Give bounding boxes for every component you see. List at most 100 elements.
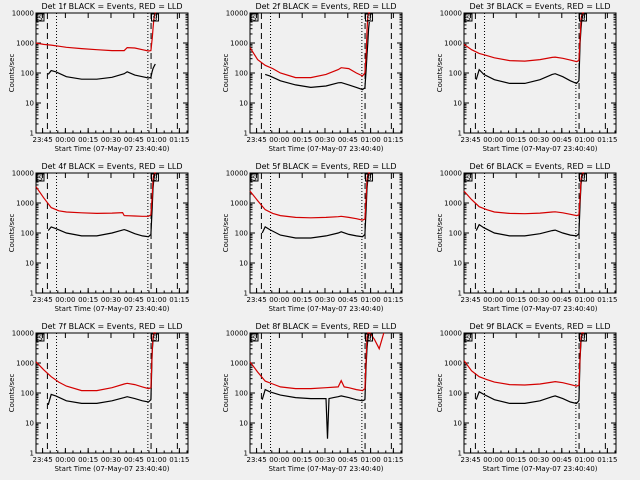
plot-frame (249, 172, 403, 294)
x-tick-label: 01:15 (169, 296, 189, 304)
x-axis-label: Start Time (07-May-07 23:40:40) (482, 465, 597, 473)
x-axis-label: Start Time (07-May-07 23:40:40) (54, 145, 169, 153)
y-tick-label: 1 (30, 450, 34, 458)
segment-marker-box (151, 13, 160, 22)
segment-marker-label: S (466, 335, 471, 343)
x-tick-label: 00:00 (269, 456, 289, 464)
plot-frame (463, 172, 617, 294)
plot-frame (463, 332, 617, 454)
y-tick-label: 10 (25, 420, 34, 428)
x-tick-label: 01:15 (383, 136, 403, 144)
segment-marker-box (151, 333, 160, 342)
y-tick-label: 10000 (226, 10, 248, 18)
x-tick-label: 00:30 (529, 296, 549, 304)
segment-marker-box (36, 13, 45, 22)
y-tick-label: 1000 (230, 200, 248, 208)
y-tick-label: 100 (449, 230, 462, 238)
y-tick-label: 10 (453, 260, 462, 268)
segment-marker-box (250, 173, 259, 182)
x-tick-label: 00:00 (483, 136, 503, 144)
y-tick-label: 1 (458, 290, 462, 298)
series-line-events (475, 332, 584, 405)
y-tick-label: 1000 (230, 360, 248, 368)
panel-title: Det 4f BLACK = Events, RED = LLD (41, 162, 182, 171)
panel-title: Det 2f BLACK = Events, RED = LLD (255, 2, 396, 11)
segment-marker-box (365, 333, 374, 342)
x-tick-label: 00:15 (78, 296, 98, 304)
series-line-events (261, 172, 370, 239)
segment-marker-box (464, 173, 473, 182)
x-tick-label: 00:15 (506, 136, 526, 144)
detector-panel: Det 3f BLACK = Events, RED = LLD 1 10 100 10… (436, 2, 617, 153)
x-tick-label: 01:00 (146, 136, 166, 144)
x-tick-label: 23:45 (246, 136, 266, 144)
segment-marker-box (151, 173, 160, 182)
x-tick-label: 01:00 (360, 136, 380, 144)
series-line-lld (249, 332, 385, 392)
segment-marker-box (579, 173, 588, 182)
x-tick-label: 00:15 (292, 136, 312, 144)
panel-title: Det 3f BLACK = Events, RED = LLD (469, 2, 610, 11)
series-line-lld (35, 172, 157, 217)
y-tick-label: 1000 (444, 40, 462, 48)
plot-frame (463, 12, 617, 134)
segment-marker-label: S (153, 15, 158, 23)
x-axis-label: Start Time (07-May-07 23:40:40) (482, 305, 597, 313)
x-tick-label: 23:45 (246, 296, 266, 304)
y-tick-label: 1000 (16, 40, 34, 48)
series-line-events (47, 332, 156, 406)
x-tick-label: 01:00 (146, 456, 166, 464)
detector-panel: Det 5f BLACK = Events, RED = LLD 1 10 100 10… (222, 162, 403, 313)
x-tick-label: 00:30 (529, 456, 549, 464)
series-line-events (475, 172, 584, 237)
x-tick-label: 01:15 (169, 136, 189, 144)
y-axis-label: Counts/sec (436, 54, 444, 93)
y-tick-label: 1 (30, 290, 34, 298)
x-tick-label: 00:00 (483, 296, 503, 304)
segment-marker-label: S (367, 335, 372, 343)
y-tick-label: 10000 (440, 10, 462, 18)
x-tick-label: 00:30 (315, 136, 335, 144)
x-tick-label: 00:00 (269, 296, 289, 304)
x-tick-label: 00:30 (101, 296, 121, 304)
segment-marker-label: S (38, 15, 43, 23)
x-tick-label: 01:15 (597, 136, 617, 144)
x-tick-label: 00:45 (338, 296, 358, 304)
y-tick-label: 10 (25, 100, 34, 108)
y-tick-label: 1 (458, 130, 462, 138)
y-tick-label: 10000 (440, 170, 462, 178)
x-tick-label: 00:00 (55, 456, 75, 464)
y-tick-label: 10000 (226, 170, 248, 178)
x-axis-label: Start Time (07-May-07 23:40:40) (268, 465, 383, 473)
x-tick-label: 00:15 (292, 296, 312, 304)
detector-panel: Det 1f BLACK = Events, RED = LLD 1 10 100 10… (8, 2, 189, 153)
x-tick-label: 00:00 (55, 296, 75, 304)
x-tick-label: 00:30 (101, 456, 121, 464)
y-tick-label: 100 (235, 390, 248, 398)
y-tick-label: 10000 (12, 170, 34, 178)
x-tick-label: 23:45 (32, 136, 52, 144)
x-tick-label: 01:00 (360, 456, 380, 464)
segment-marker-label: S (581, 15, 586, 23)
plot-frame (249, 12, 403, 134)
y-tick-label: 100 (449, 390, 462, 398)
y-tick-label: 10 (239, 100, 248, 108)
x-tick-label: 00:30 (315, 296, 335, 304)
x-tick-label: 00:45 (124, 296, 144, 304)
series-line-events (47, 63, 156, 80)
y-axis-label: Counts/sec (8, 54, 16, 93)
segment-marker-label: S (252, 15, 257, 23)
segment-marker-label: S (581, 335, 586, 343)
x-tick-label: 00:45 (338, 456, 358, 464)
segment-marker-label: S (367, 175, 372, 183)
y-tick-label: 1 (244, 130, 248, 138)
y-tick-label: 100 (235, 230, 248, 238)
segment-marker-label: S (581, 175, 586, 183)
series-line-lld (463, 172, 585, 217)
segment-marker-label: S (466, 175, 471, 183)
y-tick-label: 1000 (444, 200, 462, 208)
x-tick-label: 00:00 (269, 136, 289, 144)
y-tick-label: 100 (235, 70, 248, 78)
y-axis-label: Counts/sec (436, 374, 444, 413)
